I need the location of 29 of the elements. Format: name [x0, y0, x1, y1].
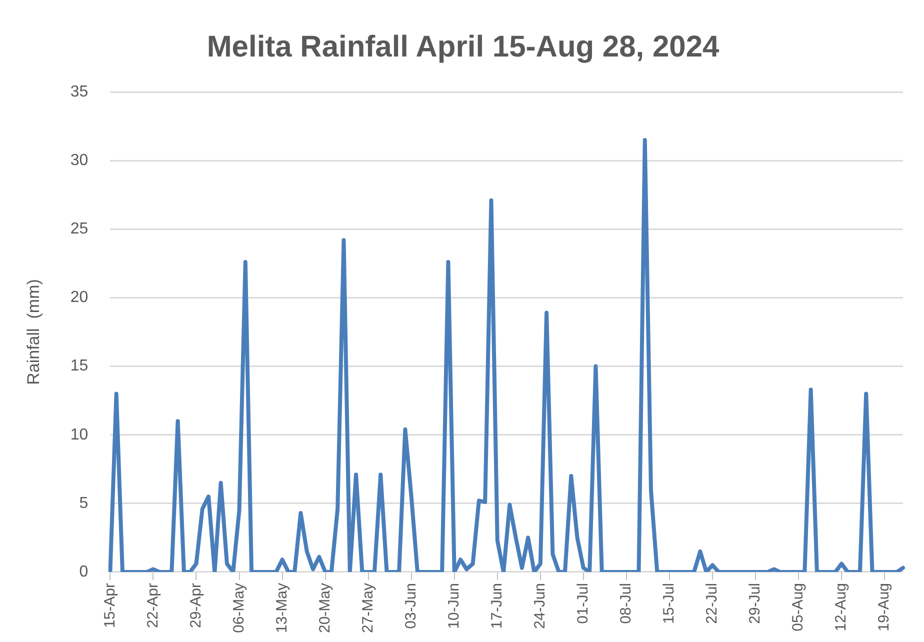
x-tick-label: 15-Jul [660, 582, 678, 624]
x-tick-label: 29-Jul [746, 582, 764, 624]
y-tick-label: 25 [70, 220, 88, 238]
x-tick-label: 05-Aug [790, 582, 807, 632]
x-tick-label: 06-May [230, 582, 248, 634]
x-tick-label: 13-May [273, 582, 290, 634]
y-tick-label: 35 [70, 83, 88, 100]
x-tick-label: 17-Jun [488, 582, 506, 629]
x-tick-label: 27-May [359, 582, 376, 634]
x-tick-label: 24-Jun [532, 582, 549, 629]
y-axis-title: Rainfall (mm) [24, 279, 43, 385]
x-tick-label: 22-Jul [704, 582, 721, 624]
x-tick-label: 20-May [316, 582, 334, 634]
x-tick-label: 08-Jul [618, 582, 635, 624]
y-tick-label: 30 [70, 152, 88, 169]
y-tick-label: 20 [70, 289, 88, 306]
y-tick-label: 5 [79, 494, 88, 512]
x-tick-label: 03-Jun [402, 582, 420, 629]
y-tick-label: 15 [70, 358, 88, 375]
chart-title: Melita Rainfall April 15-Aug 28, 2024 [206, 30, 720, 64]
y-tick-label: 10 [70, 426, 88, 444]
x-tick-label: 22-Apr [144, 582, 162, 628]
x-tick-label: 15-Apr [101, 582, 118, 628]
x-tick-label: 10-Jun [446, 582, 462, 629]
x-tick-label: 01-Jul [574, 582, 592, 624]
y-tick-label: 0 [79, 563, 88, 580]
x-tick-label: 19-Aug [876, 582, 893, 632]
x-tick-label: 29-Apr [187, 582, 204, 628]
x-tick-label: 12-Aug [832, 582, 850, 632]
